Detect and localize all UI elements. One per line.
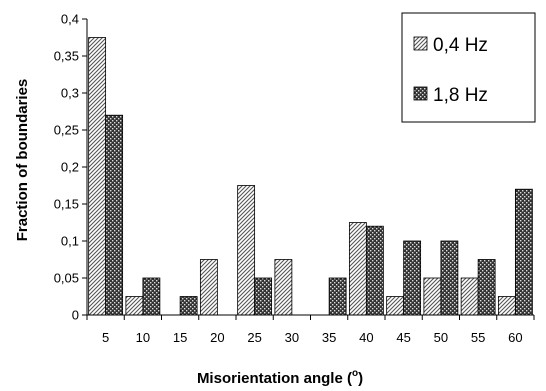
x-tick-label-45: 45 xyxy=(396,330,410,345)
y-tick-label-7: 0,35 xyxy=(54,49,79,64)
x-tick-label-20: 20 xyxy=(210,330,224,345)
y-tick-label-6: 0,3 xyxy=(61,86,79,101)
y-tick-label-0: 0 xyxy=(72,308,79,323)
y-tick-label-1: 0,05 xyxy=(54,271,79,286)
bar-1-8-hz-55 xyxy=(477,259,496,316)
bar-0-4-hz-50 xyxy=(423,277,442,316)
bar-0-4-hz-10 xyxy=(125,296,144,316)
y-axis-ticks: 0 0,05 0,1 0,15 0,2 0,25 0,3 0,35 0,4 xyxy=(54,12,87,323)
legend: 0,4 Hz 1,8 Hz xyxy=(401,12,536,123)
bar-1-8-hz-50 xyxy=(440,240,459,316)
x-axis-ticks: 5 10 15 20 25 30 35 40 45 50 55 60 xyxy=(86,315,535,345)
y-tick-label-4: 0,2 xyxy=(61,160,79,175)
bar-0-4-hz-55 xyxy=(460,277,479,316)
x-tick-label-15: 15 xyxy=(173,330,187,345)
y-tick-label-3: 0,15 xyxy=(54,197,79,212)
x-tick-label-5: 5 xyxy=(102,330,109,345)
bar-0-4-hz-25 xyxy=(237,185,256,316)
legend-swatch-0-4-hz xyxy=(413,36,428,51)
bar-0-4-hz-60 xyxy=(497,296,516,316)
x-tick-label-10: 10 xyxy=(136,330,150,345)
y-axis-label: Fraction of boundaries xyxy=(14,79,31,242)
x-axis-label-sup: o xyxy=(352,368,358,379)
bar-1-8-hz-10 xyxy=(142,277,161,316)
y-tick-label-2: 0,1 xyxy=(61,234,79,249)
bar-1-8-hz-40 xyxy=(365,225,384,316)
x-axis-label-main: Misorientation angle ( xyxy=(197,370,352,387)
x-axis-label-end: ) xyxy=(358,370,363,387)
bar-1-8-hz-25 xyxy=(254,277,273,316)
x-axis-label: Misorientation angle (o) xyxy=(197,368,363,387)
bar-0-4-hz-5 xyxy=(88,37,107,316)
x-tick-label-50: 50 xyxy=(434,330,448,345)
bar-0-4-hz-30 xyxy=(274,259,293,316)
x-tick-label-40: 40 xyxy=(359,330,373,345)
legend-label-0-4-hz: 0,4 Hz xyxy=(433,35,488,56)
bar-0-4-hz-45 xyxy=(386,296,405,316)
legend-box xyxy=(401,12,536,123)
y-tick-label-5: 0,25 xyxy=(54,123,79,138)
bar-1-8-hz-5 xyxy=(105,114,124,316)
legend-label-1-8-hz: 1,8 Hz xyxy=(433,85,488,106)
bar-0-4-hz-40 xyxy=(348,222,367,316)
x-tick-label-60: 60 xyxy=(508,330,522,345)
x-tick-label-30: 30 xyxy=(285,330,299,345)
plot-area xyxy=(86,19,534,316)
bar-0-4-hz-20 xyxy=(199,259,218,316)
x-tick-label-25: 25 xyxy=(247,330,261,345)
y-tick-label-8: 0,4 xyxy=(61,12,79,27)
x-tick-label-55: 55 xyxy=(471,330,485,345)
bar-1-8-hz-45 xyxy=(403,240,422,316)
bar-1-8-hz-60 xyxy=(514,188,533,316)
legend-swatch-1-8-hz xyxy=(413,86,428,101)
bar-1-8-hz-15 xyxy=(179,296,198,316)
x-tick-label-35: 35 xyxy=(322,330,336,345)
bar-1-8-hz-35 xyxy=(328,277,347,316)
